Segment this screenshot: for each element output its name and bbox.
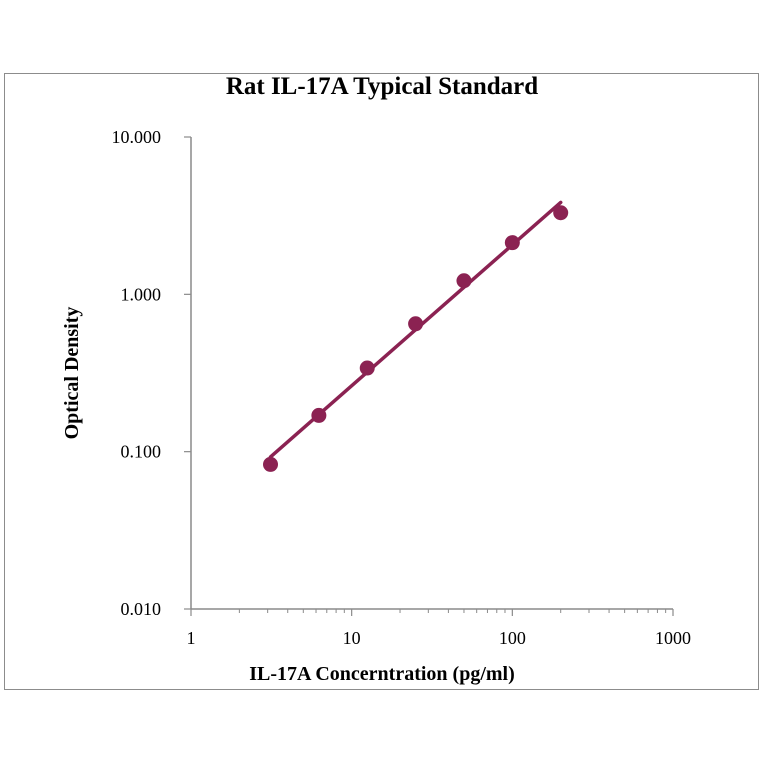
x-axis-label: IL-17A Concerntration (pg/ml) <box>249 663 515 685</box>
data-point <box>456 273 472 289</box>
data-point <box>359 360 375 376</box>
y-tick-label: 10.000 <box>112 127 162 147</box>
chart-frame <box>4 73 759 690</box>
y-axis-ticks: 0.010 0.100 1.000 10.000 <box>112 127 191 619</box>
y-axis-label: Optical Density <box>61 306 83 440</box>
data-point <box>553 205 569 221</box>
y-tick-label: 1.000 <box>121 284 162 304</box>
x-tick-label: 10 <box>343 628 361 648</box>
y-tick-label: 0.100 <box>121 442 162 462</box>
y-tick-label: 0.010 <box>121 599 162 619</box>
data-point <box>311 407 327 423</box>
x-tick-label: 1000 <box>655 628 691 648</box>
x-axis-ticks: 1 10 100 1000 <box>187 609 691 648</box>
chart-title: Rat IL-17A Typical Standard <box>225 73 539 100</box>
data-point <box>263 456 279 472</box>
data-point <box>408 316 424 332</box>
x-tick-label: 1 <box>187 628 196 648</box>
data-points <box>263 205 569 472</box>
data-point <box>504 235 520 251</box>
x-tick-label: 100 <box>499 628 526 648</box>
